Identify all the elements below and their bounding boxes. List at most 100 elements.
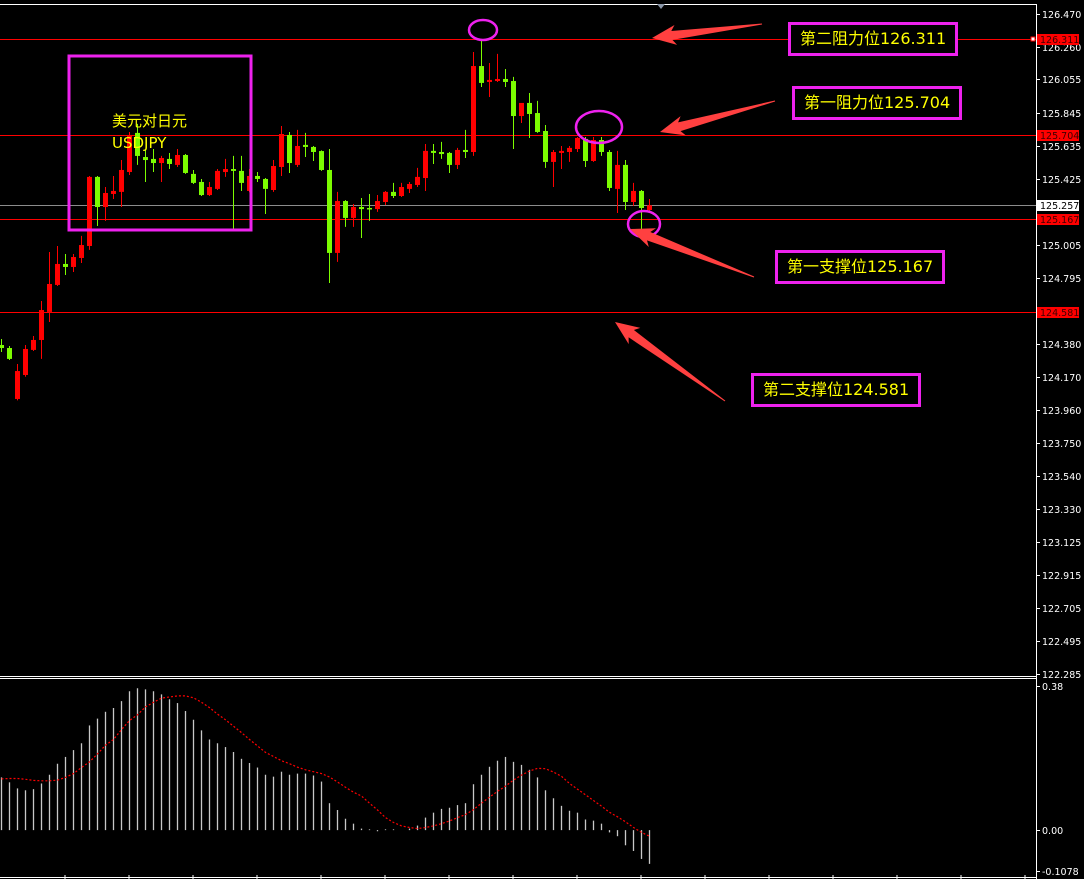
candle[interactable] <box>151 148 156 173</box>
candle[interactable] <box>175 148 180 167</box>
candle-body <box>311 146 316 152</box>
candle[interactable] <box>623 160 628 211</box>
candle-body <box>423 150 428 179</box>
candle[interactable] <box>415 167 420 188</box>
candle[interactable] <box>327 148 332 284</box>
candle-body <box>487 79 492 82</box>
candle[interactable] <box>207 181 212 196</box>
y-tick-label: 123.125 <box>1042 538 1081 549</box>
candle[interactable] <box>295 129 300 167</box>
candle-body <box>255 175 260 179</box>
candle[interactable] <box>351 204 356 227</box>
candle[interactable] <box>239 155 244 191</box>
support-1-label: 第一支撑位125.167 <box>775 250 946 284</box>
candle[interactable] <box>167 152 172 170</box>
candle[interactable] <box>575 137 580 152</box>
candle[interactable] <box>343 200 348 227</box>
candle[interactable] <box>543 125 548 168</box>
y-tick-label: 126.470 <box>1042 10 1081 21</box>
candle[interactable] <box>79 235 84 264</box>
candle-body <box>231 169 236 171</box>
candle[interactable] <box>199 178 204 196</box>
chart-shift-marker-icon[interactable] <box>657 4 665 9</box>
candle[interactable] <box>591 137 596 162</box>
y-tick-label: 123.540 <box>1042 472 1081 483</box>
candle[interactable] <box>375 195 380 212</box>
candle-body <box>471 66 476 152</box>
candle[interactable] <box>255 172 260 182</box>
candle[interactable] <box>271 160 276 192</box>
y-tick-label: 126.260 <box>1042 43 1081 54</box>
candle[interactable] <box>423 143 428 191</box>
candle[interactable] <box>463 129 468 158</box>
candle[interactable] <box>383 190 388 205</box>
candle[interactable] <box>223 158 228 177</box>
candle[interactable] <box>23 345 28 377</box>
candle[interactable] <box>567 146 572 162</box>
candle[interactable] <box>215 169 220 190</box>
candle[interactable] <box>407 181 412 193</box>
candle[interactable] <box>103 187 108 221</box>
candle[interactable] <box>599 137 604 156</box>
candle[interactable] <box>311 146 316 161</box>
level-handle-icon[interactable] <box>1030 36 1036 42</box>
candle-body <box>159 157 164 164</box>
candle[interactable] <box>71 254 76 273</box>
level-tag-label: 125.704 <box>1040 131 1079 142</box>
candle[interactable] <box>559 146 564 170</box>
range-box <box>67 54 253 232</box>
candle[interactable] <box>495 53 500 82</box>
candle[interactable] <box>479 40 484 88</box>
candle[interactable] <box>631 182 636 206</box>
candle[interactable] <box>319 150 324 171</box>
candle[interactable] <box>583 137 588 167</box>
candle[interactable] <box>15 363 20 401</box>
candle[interactable] <box>127 131 132 176</box>
candle[interactable] <box>471 52 476 156</box>
candle-body <box>439 151 444 155</box>
candle[interactable] <box>95 175 100 226</box>
candle[interactable] <box>487 63 492 97</box>
level-tag <box>1037 214 1079 225</box>
candle[interactable] <box>231 155 236 230</box>
candle[interactable] <box>535 100 540 133</box>
candle[interactable] <box>7 345 12 361</box>
candle[interactable] <box>527 93 532 138</box>
candle[interactable] <box>439 141 444 159</box>
candle[interactable] <box>191 169 196 185</box>
candle[interactable] <box>111 175 116 199</box>
candle[interactable] <box>511 76 516 149</box>
level-tag <box>1037 130 1079 141</box>
candle[interactable] <box>503 69 508 88</box>
candle[interactable] <box>47 251 52 322</box>
candle[interactable] <box>647 198 652 212</box>
candle[interactable] <box>607 149 612 191</box>
candle[interactable] <box>279 125 284 176</box>
candle[interactable] <box>159 155 164 182</box>
candle[interactable] <box>391 182 396 199</box>
candle[interactable] <box>135 123 140 165</box>
candle[interactable] <box>367 193 372 221</box>
candle[interactable] <box>0 339 4 352</box>
candle[interactable] <box>615 150 620 214</box>
candle[interactable] <box>519 102 524 123</box>
candle[interactable] <box>335 191 340 262</box>
candle[interactable] <box>455 147 460 170</box>
candle[interactable] <box>359 198 364 238</box>
candle[interactable] <box>399 182 404 197</box>
candle-body <box>543 131 548 162</box>
candle[interactable] <box>143 149 148 182</box>
candle[interactable] <box>39 301 44 359</box>
candle[interactable] <box>119 160 124 208</box>
candle[interactable] <box>183 154 188 174</box>
candle[interactable] <box>63 254 68 276</box>
candle[interactable] <box>87 175 92 250</box>
candle[interactable] <box>447 151 452 173</box>
candle[interactable] <box>551 149 556 188</box>
candle[interactable] <box>31 336 36 352</box>
candle[interactable] <box>287 131 292 173</box>
candle[interactable] <box>55 245 60 287</box>
candle[interactable] <box>303 132 308 158</box>
candle[interactable] <box>431 143 436 164</box>
candle[interactable] <box>263 178 268 214</box>
